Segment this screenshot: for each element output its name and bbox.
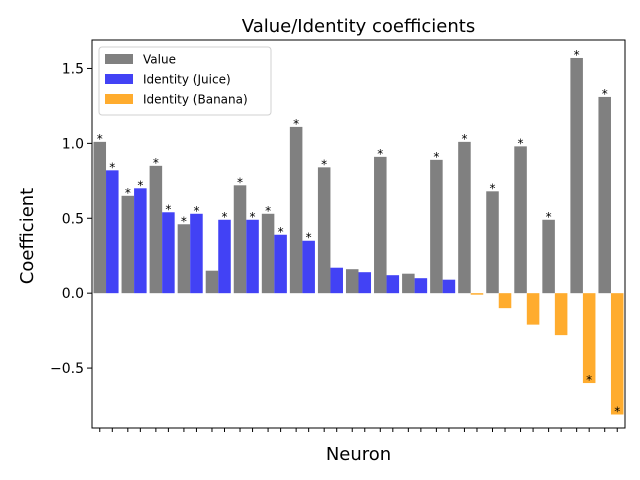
legend-swatch (105, 54, 133, 64)
bar-identity-juice-1 (106, 170, 119, 294)
significance-star-value-2: * (125, 186, 131, 200)
bar-value-1 (93, 141, 107, 294)
significance-star-value-3: * (153, 156, 159, 170)
legend-box (98, 46, 272, 116)
bar-identity-juice-9 (330, 267, 343, 294)
significance-star-value-17: * (546, 210, 552, 224)
bar-value-6 (233, 185, 247, 294)
significance-star-value-19: * (602, 87, 608, 101)
legend: Value Identity (Juice) Identity (Banana) (98, 46, 272, 116)
legend-label: Value (143, 53, 176, 67)
significance-star-value-9: * (321, 157, 327, 171)
significance-star-identity-juice-1: * (109, 160, 115, 174)
bar-value-10 (345, 269, 359, 294)
bar-identity-juice-3 (162, 212, 175, 294)
bar-identity-banana-15 (498, 293, 512, 309)
significance-markers: * * * * * * * * * * * * * * * * * * * * * * * * * * (97, 48, 620, 419)
significance-star-identity-juice-2: * (137, 178, 143, 192)
bars-layer (93, 57, 624, 415)
significance-star-value-18: * (574, 48, 580, 62)
bar-value-12 (402, 273, 415, 294)
y-tick-label: 0.0 (62, 286, 84, 302)
bar-value-15 (486, 191, 499, 294)
bar-value-2 (121, 195, 135, 294)
bar-identity-juice-13 (442, 279, 456, 294)
legend-label: Identity (Juice) (143, 73, 231, 87)
significance-star-value-7: * (265, 204, 271, 218)
bar-identity-juice-11 (386, 275, 400, 294)
y-tick-label: −0.5 (50, 361, 84, 377)
significance-star-value-6: * (237, 175, 243, 189)
y-axis-title: Coefficient (17, 188, 38, 285)
bar-value-4 (177, 224, 191, 294)
bar-value-3 (149, 165, 163, 294)
significance-star-identity-banana-19: * (614, 405, 620, 419)
bar-value-14 (458, 141, 471, 294)
significance-star-identity-juice-7: * (278, 225, 284, 239)
bar-value-13 (430, 159, 443, 294)
bar-value-8 (289, 126, 303, 294)
y-tick-label: 0.5 (62, 211, 84, 227)
bar-identity-juice-8 (302, 240, 315, 294)
significance-star-identity-juice-3: * (165, 202, 171, 216)
bar-identity-banana-19 (610, 293, 624, 415)
significance-star-identity-juice-6: * (250, 210, 256, 224)
bar-identity-juice-4 (190, 213, 203, 294)
bar-value-19 (598, 96, 611, 294)
y-tick-label: 1.5 (62, 61, 84, 77)
bar-value-17 (542, 219, 555, 294)
bar-value-5 (205, 270, 219, 294)
bar-identity-juice-6 (246, 219, 259, 294)
bar-value-11 (374, 156, 387, 294)
significance-star-identity-banana-18: * (586, 373, 592, 387)
bar-value-7 (261, 213, 275, 294)
bar-identity-banana-17 (554, 293, 568, 336)
bar-value-18 (570, 57, 583, 294)
significance-star-identity-juice-5: * (222, 210, 228, 224)
bar-identity-juice-7 (274, 234, 287, 294)
bar-identity-banana-16 (526, 293, 540, 325)
significance-star-value-16: * (518, 136, 524, 150)
plot-frame (91, 39, 626, 429)
y-tick-label: 1.0 (62, 136, 84, 152)
significance-star-value-13: * (433, 150, 439, 164)
bar-identity-banana-14 (470, 293, 484, 295)
significance-star-identity-juice-4: * (193, 204, 199, 218)
legend-label: Identity (Banana) (143, 93, 248, 107)
bar-identity-juice-2 (134, 188, 147, 294)
bar-identity-juice-10 (358, 272, 372, 294)
x-axis-title: Neuron (326, 444, 391, 465)
legend-swatch (105, 74, 133, 84)
significance-star-value-14: * (461, 132, 467, 146)
bar-identity-banana-18 (582, 293, 596, 384)
significance-star-value-11: * (377, 147, 383, 161)
axes: −0.5 0.0 0.5 1.0 1.5 (50, 39, 626, 432)
significance-star-value-15: * (490, 181, 496, 195)
significance-star-identity-juice-8: * (306, 231, 312, 245)
bar-value-16 (514, 146, 527, 294)
bar-identity-juice-5 (218, 219, 231, 294)
legend-swatch (105, 94, 133, 104)
bar-value-9 (317, 167, 331, 294)
chart-title: Value/Identity coefficients (242, 16, 475, 37)
significance-star-value-8: * (293, 117, 299, 131)
bar-identity-juice-12 (414, 278, 428, 294)
significance-star-value-4: * (181, 214, 187, 228)
significance-star-value-1: * (97, 132, 103, 146)
